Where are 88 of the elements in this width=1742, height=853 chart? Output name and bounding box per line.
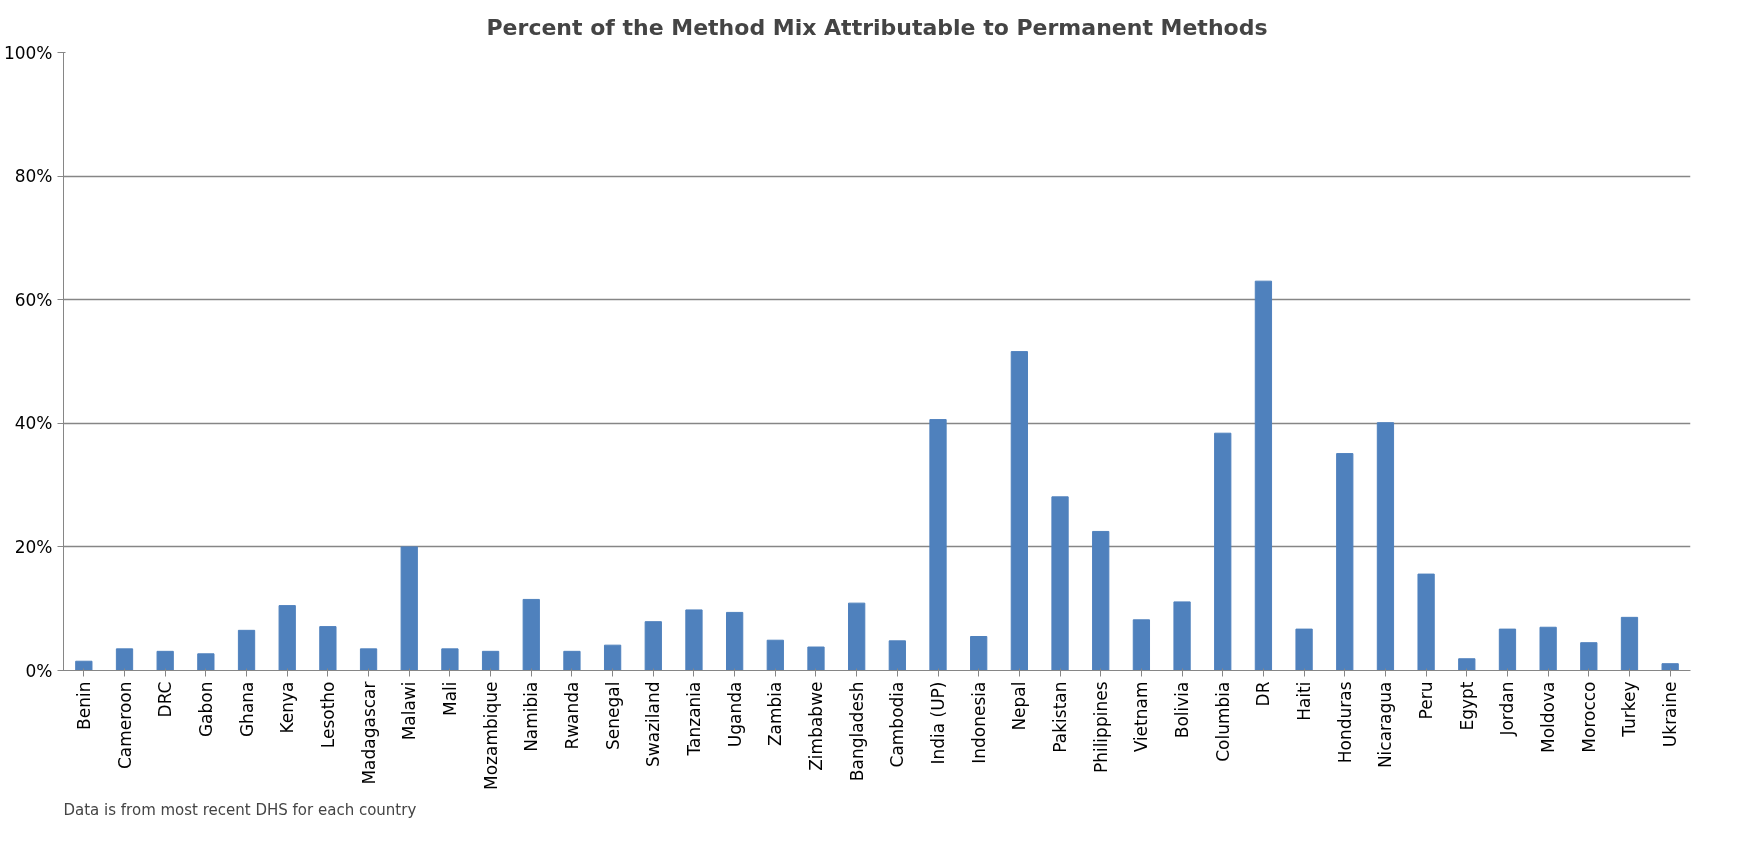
y-tick-label: 0% — [25, 660, 53, 681]
bar — [1376, 422, 1395, 671]
x-tick-label: Turkey — [1619, 681, 1640, 738]
bar — [1173, 601, 1191, 671]
bar — [75, 660, 93, 671]
x-tick-label: Philippines — [1090, 681, 1111, 774]
bar — [115, 648, 134, 671]
x-tick-label: Gabon — [195, 681, 216, 738]
x-tick-label: Benin — [73, 681, 94, 730]
x-tick-label: DR — [1253, 681, 1274, 707]
bar — [237, 629, 256, 671]
bar — [766, 639, 784, 671]
bar — [1010, 351, 1028, 671]
x-tick-label: Peru — [1416, 681, 1437, 720]
x-tick-label: Ukraine — [1660, 681, 1681, 748]
bar — [726, 611, 744, 671]
x-tick-label: Jordan — [1497, 681, 1518, 737]
x-tick-label: Namibia — [521, 681, 542, 752]
x-tick-label: Senegal — [602, 681, 623, 750]
bar — [197, 653, 215, 671]
bar — [1580, 642, 1598, 671]
bar — [685, 609, 703, 671]
x-tick-label: Indonesia — [968, 681, 989, 764]
x-tick-label: Bolivia — [1172, 681, 1193, 739]
x-tick-label: Swaziland — [643, 681, 664, 767]
text: Data is from most recent DHS for each country — [63, 800, 417, 819]
x-tick-label: Zambia — [765, 681, 786, 747]
bar — [603, 644, 622, 671]
bar — [1620, 616, 1639, 671]
x-tick-label: Egypt — [1456, 681, 1477, 731]
chart-title: Percent of the Method Mix Attributable to Permanent Methods — [486, 15, 1268, 40]
bar — [1417, 573, 1435, 671]
bar — [1254, 280, 1273, 671]
bar — [848, 602, 866, 671]
bar — [319, 626, 337, 671]
bar — [1498, 628, 1517, 671]
bar — [278, 605, 296, 671]
x-tick-label: Rwanda — [561, 681, 582, 750]
bar — [563, 650, 581, 671]
bar — [807, 646, 825, 671]
bar — [156, 650, 174, 671]
bar — [1458, 658, 1476, 671]
y-tick-label: 100% — [3, 42, 53, 63]
bar — [888, 640, 906, 671]
bar — [929, 419, 947, 671]
x-tick-label: Honduras — [1334, 681, 1355, 764]
bar — [1092, 530, 1110, 671]
bar — [970, 636, 988, 671]
x-tick-label: Malawi — [399, 681, 420, 741]
x-tick-label: Nepal — [1009, 681, 1030, 731]
x-tick-label: Mozambique — [480, 681, 501, 791]
bar — [1539, 626, 1557, 671]
x-tick-label: Nicaragua — [1375, 681, 1396, 769]
bar — [1295, 628, 1313, 671]
y-tick-label: 60% — [14, 289, 53, 310]
y-tick-label: 40% — [14, 413, 53, 434]
y-tick-label: 20% — [14, 536, 53, 557]
bar — [441, 648, 459, 671]
y-tick-label: 80% — [14, 166, 53, 187]
bar — [644, 621, 662, 671]
bar — [1336, 453, 1354, 671]
x-tick-label: DRC — [155, 681, 176, 718]
bar — [1132, 619, 1151, 671]
x-tick-label: Cameroon — [114, 681, 135, 769]
bar — [522, 598, 540, 671]
x-tick-label: Ghana — [236, 681, 257, 738]
bar — [1051, 496, 1069, 671]
x-tick-label: Tanzania — [683, 681, 704, 757]
bar — [1661, 663, 1679, 671]
x-tick-label: Vietnam — [1131, 681, 1152, 753]
x-tick-label: Columbia — [1212, 681, 1233, 762]
x-tick-label: Morocco — [1578, 681, 1599, 753]
x-tick-label: Madagascar — [358, 681, 379, 785]
bar — [481, 650, 500, 671]
bar — [400, 546, 418, 671]
x-tick-label: India (UP) — [928, 681, 949, 765]
x-tick-label: Lesotho — [317, 681, 338, 749]
x-tick-label: Kenya — [277, 681, 298, 734]
x-tick-label: Moldova — [1538, 681, 1559, 753]
x-tick-label: Pakistan — [1050, 681, 1071, 753]
x-tick-label: Cambodia — [887, 681, 908, 768]
x-tick-label: Mali — [439, 681, 460, 717]
x-tick-label: Bangladesh — [846, 681, 867, 782]
x-tick-label: Uganda — [724, 681, 745, 748]
x-tick-label: Haiti — [1294, 681, 1315, 721]
bar — [1214, 432, 1232, 671]
x-tick-label: Zimbabwe — [805, 681, 826, 771]
bar — [359, 648, 378, 671]
